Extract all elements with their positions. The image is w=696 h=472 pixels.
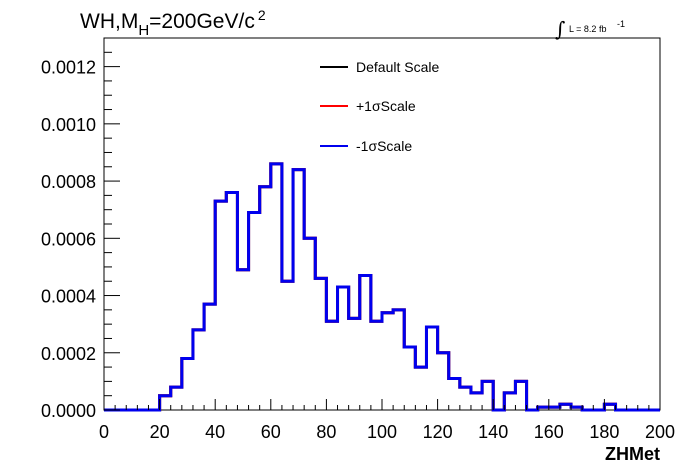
y-tick-label: 0.0000 [41,401,96,421]
histogram-line [104,162,660,412]
lumi-annotation: ∫ L = 8.2 fb -1 [555,17,625,41]
title-prefix: WH,M [80,10,138,33]
y-tick-label: 0.0006 [41,229,96,249]
x-tick-label: 60 [261,422,281,442]
x-tick-label: 80 [316,422,336,442]
title-mid: =200GeV/c [149,10,255,33]
chart-title: WH,MH=200GeV/c 2 [80,7,266,39]
x-tick-label: 120 [423,422,453,442]
histogram-series-0 [104,162,660,412]
x-tick-label: 140 [478,422,508,442]
plot-frame [103,37,661,411]
x-tick-label: 160 [534,422,564,442]
x-axis-title: ZHMet [605,444,660,464]
y-tick-label: 0.0004 [41,287,96,307]
title-subscript: H [138,22,149,39]
x-tick-label: 20 [150,422,170,442]
histogram-line [104,162,660,412]
integral-sign: ∫ [555,17,565,41]
legend: Default Scale +1σScale -1σScale [320,59,439,154]
histogram-series-2 [104,162,660,412]
x-tick-label: 40 [205,422,225,442]
legend-label-minus1sigma: -1σScale [356,138,412,154]
x-axis: 0 20 40 60 80 100 120 140 160 180 200 [99,399,675,442]
histogram-line [104,162,660,412]
y-tick-label: 0.0002 [41,344,96,364]
y-tick-label: 0.0008 [41,172,96,192]
legend-label-plus1sigma: +1σScale [356,98,416,114]
lumi-superscript: -1 [617,19,625,29]
x-tick-label: 100 [367,422,397,442]
y-axis: 0.0000 0.0002 0.0004 0.0006 0.0008 0.0010 0.00… [41,37,120,421]
title-superscript: 2 [258,7,266,23]
x-tick-label: 180 [589,422,619,442]
y-tick-label: 0.0010 [41,115,96,135]
x-tick-label: 0 [99,422,109,442]
x-tick-label: 200 [645,422,675,442]
legend-label-default: Default Scale [356,59,439,75]
y-tick-label: 0.0012 [41,58,96,78]
histogram-series-group [104,162,660,412]
lumi-text: L = 8.2 fb [569,24,606,34]
histogram-series-1 [104,162,660,412]
